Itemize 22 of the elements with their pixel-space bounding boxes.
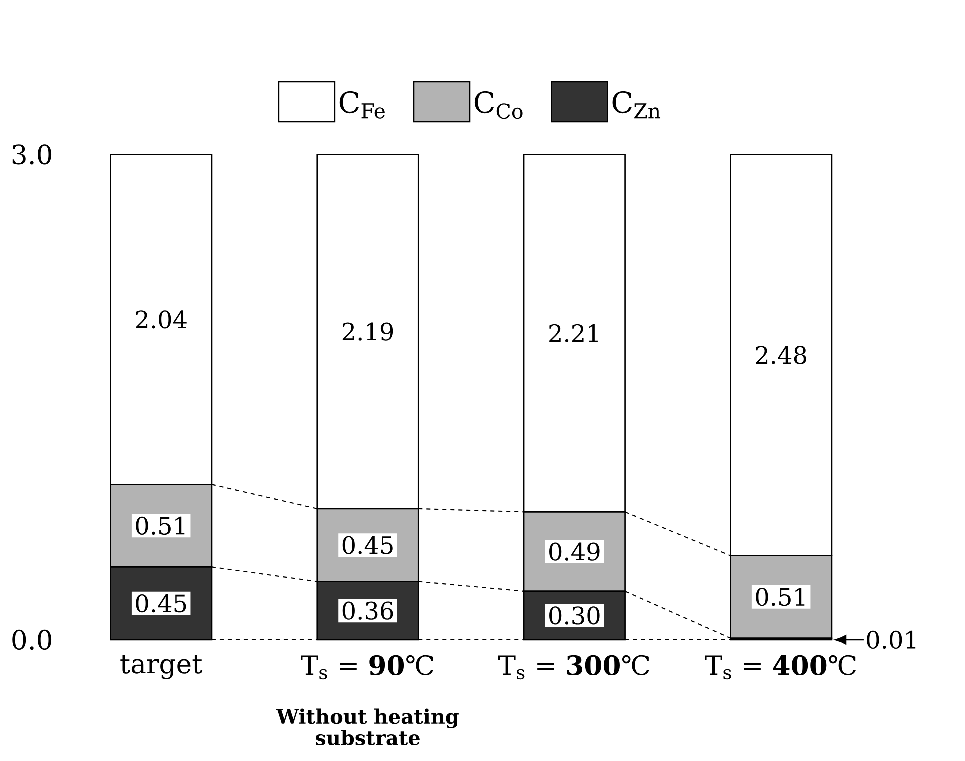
x-tick-label: T$_{s}$ = 90℃ (301, 655, 434, 680)
data-label: 0.49 (550, 542, 600, 561)
data-label: 0.51 (756, 588, 805, 606)
x-tick-label: T$_{s}$ = 300℃ (498, 655, 650, 680)
y-tick-label: 0.0 (12, 630, 52, 650)
data-label: 0.30 (550, 606, 600, 625)
data-label: 0.45 (342, 536, 393, 554)
data-label: 2.04 (136, 310, 187, 329)
data-label: 0.36 (342, 602, 394, 620)
legend-label: C$_{Co}$ (474, 91, 523, 120)
legend-label: C$_{Zn}$ (612, 91, 661, 119)
text: Without heating substrate (276, 708, 459, 746)
x-tick-label: T$_{s}$ = 400℃ (705, 655, 856, 680)
x-tick-label: target (120, 655, 203, 680)
data-label: 2.21 (550, 324, 598, 342)
data-label: 2.48 (756, 346, 806, 364)
y-tick-label: 3.0 (12, 144, 52, 165)
data-label: 2.19 (342, 322, 394, 341)
data-label: 0.45 (136, 594, 186, 613)
data-label: 0.51 (136, 516, 185, 536)
legend-label: C$_{Fe}$ (340, 91, 385, 119)
annotation: 0.01 (867, 630, 916, 650)
